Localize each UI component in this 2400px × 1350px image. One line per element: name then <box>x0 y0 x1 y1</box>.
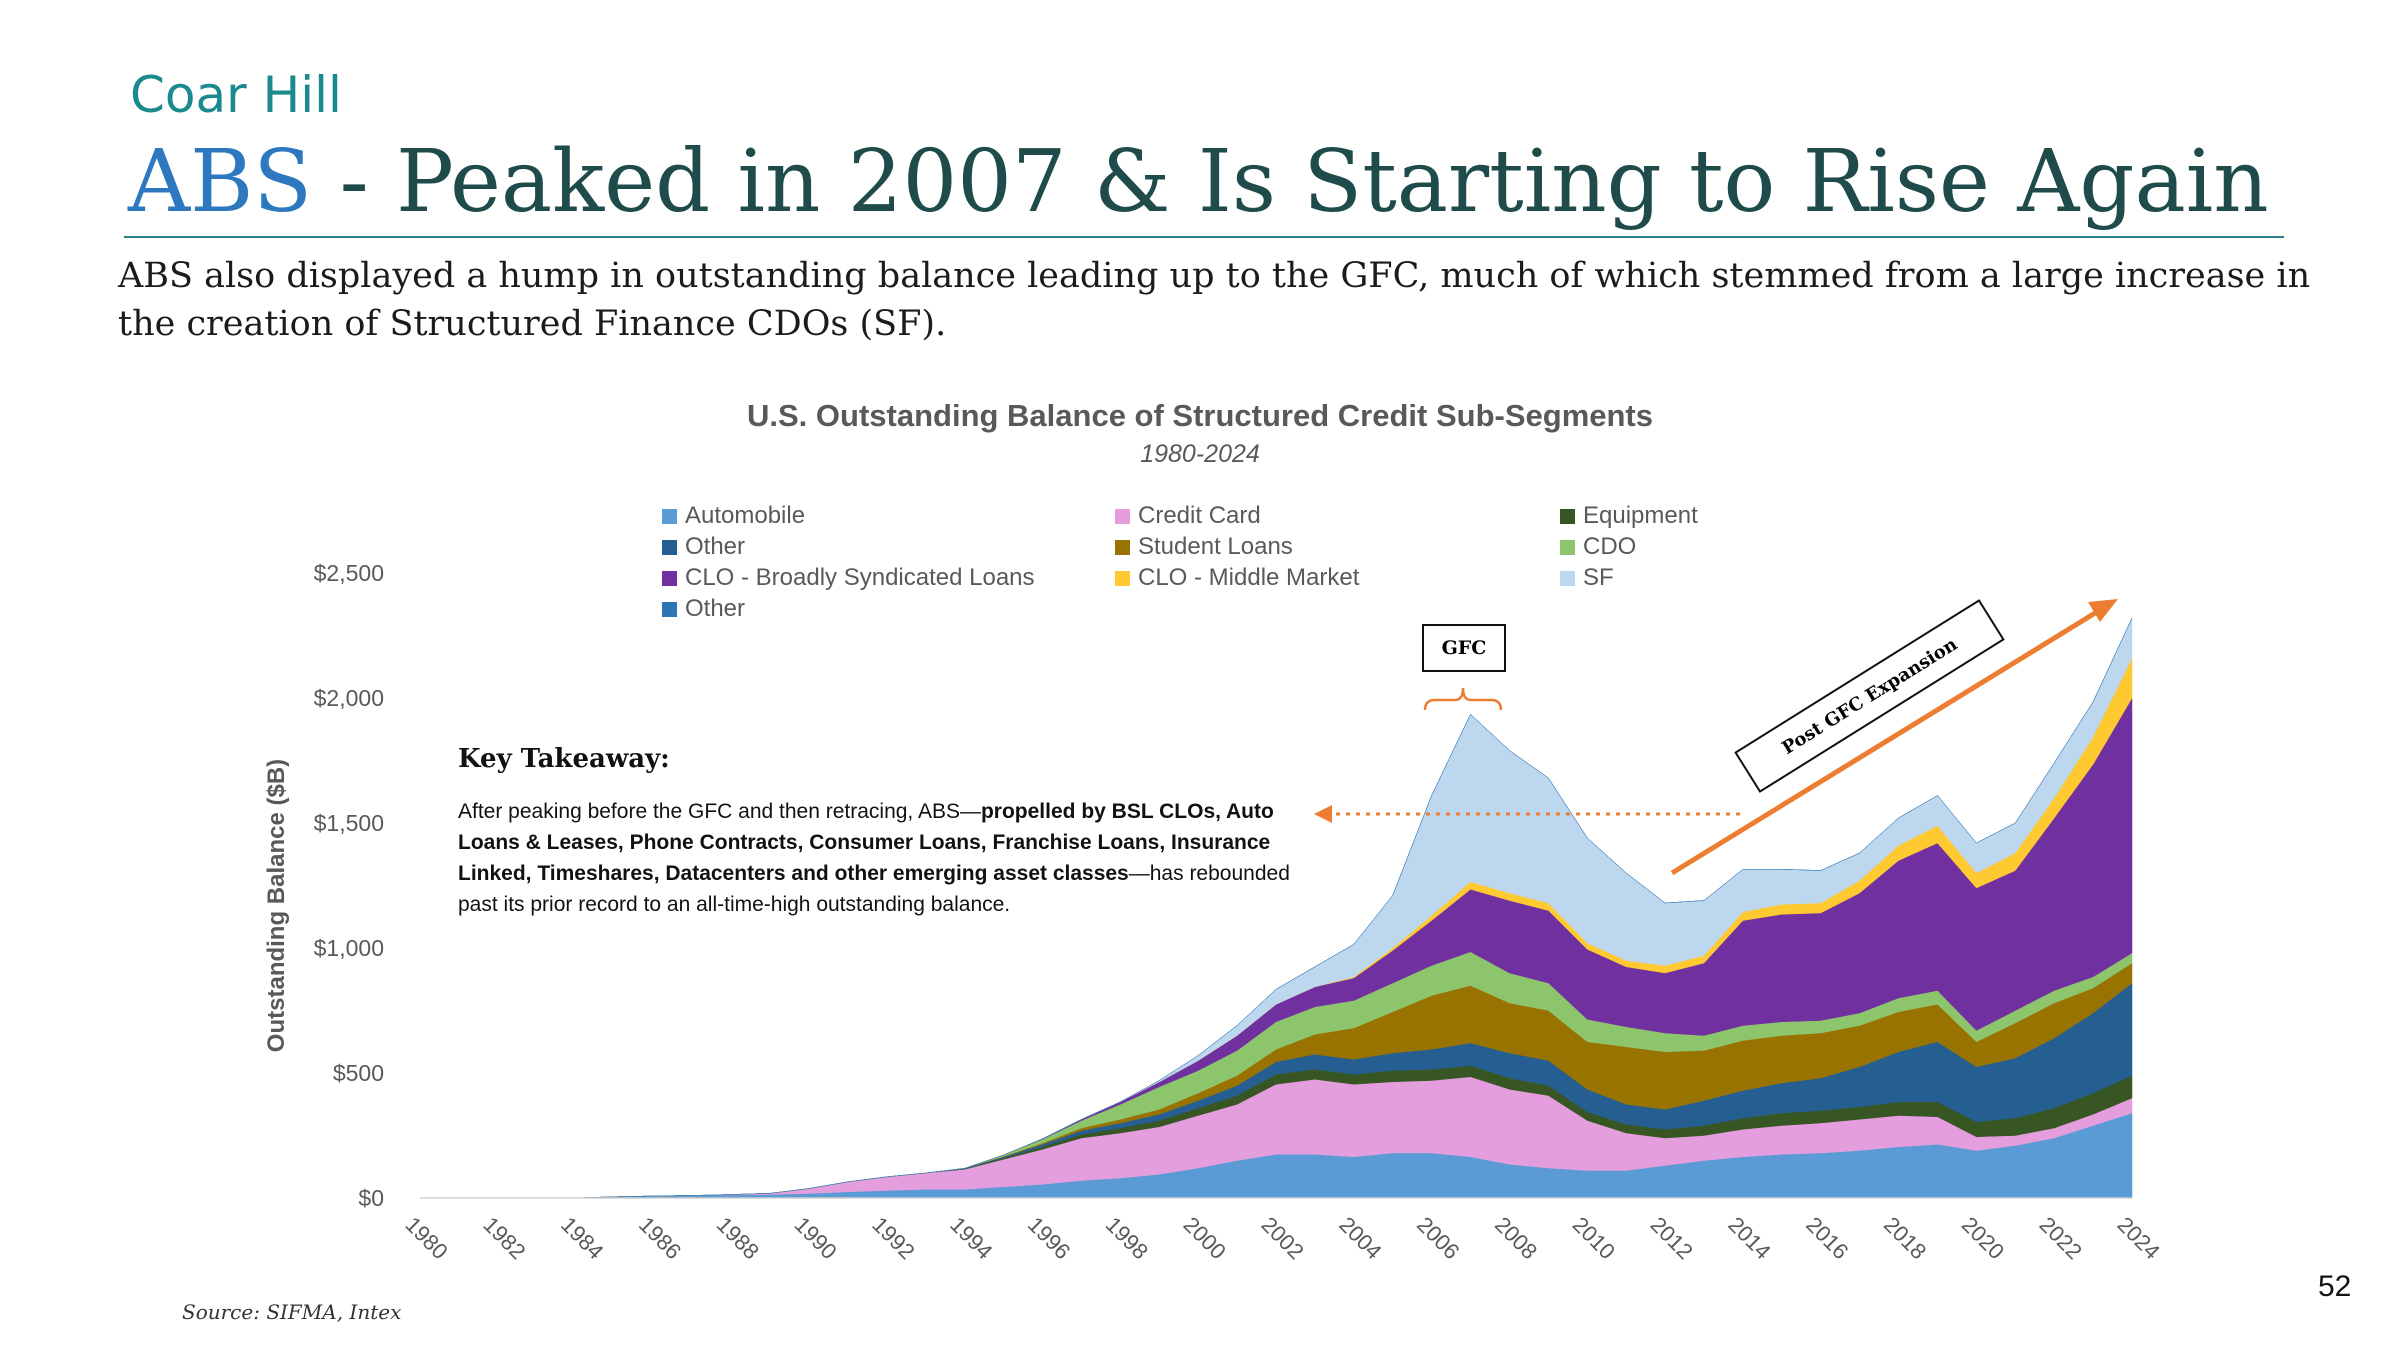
page-title: ABS - Peaked in 2007 & Is Starting to Ri… <box>128 132 2269 232</box>
legend-label: Automobile <box>685 502 806 529</box>
x-tick-label: 2004 <box>1334 1212 1386 1264</box>
x-tick-label: 1998 <box>1101 1212 1153 1264</box>
title-accent: ABS <box>128 132 313 232</box>
legend-swatch <box>662 601 677 617</box>
legend-swatch <box>1560 508 1575 524</box>
legend-item: Other <box>662 533 745 561</box>
legend-label: CLO - Middle Market <box>1138 564 1360 591</box>
legend-swatch <box>662 570 677 586</box>
legend-item: Other <box>662 595 745 623</box>
area-series-other-9 <box>420 617 2133 1199</box>
legend-item: Automobile <box>662 502 805 530</box>
legend-item: CLO - Middle Market <box>1115 564 1359 592</box>
title-rest: - Peaked in 2007 & Is Starting to Rise A… <box>312 132 2269 232</box>
takeaway-heading: Key Takeaway: <box>458 744 670 774</box>
chart-subtitle: 1980-2024 <box>1140 440 1260 468</box>
legend-item: CDO <box>1560 533 1636 561</box>
x-tick-label: 1984 <box>556 1212 608 1264</box>
legend-swatch <box>662 539 677 555</box>
x-tick-label: 2012 <box>1646 1212 1698 1264</box>
legend-swatch <box>1560 539 1575 555</box>
y-tick-label: $2,000 <box>314 685 384 711</box>
x-tick-label: 2008 <box>1490 1212 1542 1264</box>
x-tick-label: 2000 <box>1179 1212 1231 1264</box>
brand-name: Coar Hill <box>130 66 342 124</box>
legend-label: CLO - Broadly Syndicated Loans <box>685 564 1035 591</box>
x-tick-label: 1990 <box>790 1212 842 1264</box>
legend-swatch <box>1115 508 1130 524</box>
takeaway-text-end: —has rebounded past its prior record to … <box>458 862 1290 916</box>
source-note: Source: SIFMA, Intex <box>182 1300 402 1324</box>
y-tick-label: $2,500 <box>314 560 384 586</box>
intro-paragraph: ABS also displayed a hump in outstanding… <box>118 256 2311 344</box>
x-tick-label: 1988 <box>712 1212 764 1264</box>
legend-item: Student Loans <box>1115 533 1293 561</box>
x-tick-label: 2022 <box>2035 1212 2087 1264</box>
legend-item: Equipment <box>1560 502 1698 530</box>
legend-label: Credit Card <box>1138 502 1261 529</box>
legend-label: Other <box>685 595 746 622</box>
gfc-bracket <box>1423 687 1503 711</box>
page-number: 52 <box>2318 1270 2352 1303</box>
x-tick-label: 2010 <box>1568 1212 1620 1264</box>
legend-item: SF <box>1560 564 1614 592</box>
takeaway-text-bold: propelled by BSL CLOs, Auto Loans & Leas… <box>458 800 1274 885</box>
legend-item: CLO - Broadly Syndicated Loans <box>662 564 1035 592</box>
legend-label: CDO <box>1583 533 1637 560</box>
dotted-arrow-head <box>1314 805 1332 823</box>
x-tick-label: 2018 <box>1879 1212 1931 1264</box>
legend-label: Other <box>685 533 746 560</box>
title-divider <box>124 236 2284 238</box>
x-tick-label: 1994 <box>945 1212 997 1264</box>
expansion-arrow-head <box>2088 599 2118 622</box>
y-axis-title: Outstanding Balance ($B) <box>263 759 290 1052</box>
legend-item: Credit Card <box>1115 502 1261 530</box>
key-takeaway-box: Key Takeaway: After peaking before the G… <box>458 744 1318 920</box>
legend-swatch <box>662 508 677 524</box>
x-tick-label: 1982 <box>478 1212 530 1264</box>
legend-swatch <box>1560 570 1575 586</box>
x-tick-label: 2024 <box>2112 1212 2164 1264</box>
x-tick-label: 2006 <box>1412 1212 1464 1264</box>
chart-title: U.S. Outstanding Balance of Structured C… <box>747 398 1653 433</box>
gfc-label: GFC <box>1422 624 1506 672</box>
expansion-arrow-line <box>1670 607 2102 876</box>
x-tick-label: 2016 <box>1801 1212 1853 1264</box>
x-tick-label: 2020 <box>1957 1212 2009 1264</box>
y-tick-label: $500 <box>333 1060 384 1086</box>
y-tick-label: $1,500 <box>314 810 384 836</box>
x-tick-label: 1992 <box>867 1212 919 1264</box>
y-tick-label: $0 <box>358 1185 384 1211</box>
x-tick-label: 2002 <box>1256 1212 1308 1264</box>
legend-label: SF <box>1583 564 1614 591</box>
x-tick-label: 1996 <box>1023 1212 1075 1264</box>
legend-label: Equipment <box>1583 502 1698 529</box>
x-tick-label: 1980 <box>400 1212 452 1264</box>
legend-swatch <box>1115 570 1130 586</box>
takeaway-text: After peaking before the GFC and then re… <box>458 796 1318 920</box>
x-tick-label: 1986 <box>634 1212 686 1264</box>
legend-swatch <box>1115 539 1130 555</box>
y-tick-label: $1,000 <box>314 935 384 961</box>
x-tick-label: 2014 <box>1723 1212 1775 1264</box>
takeaway-text-lead: After peaking before the GFC and then re… <box>458 800 981 823</box>
legend-label: Student Loans <box>1138 533 1293 560</box>
